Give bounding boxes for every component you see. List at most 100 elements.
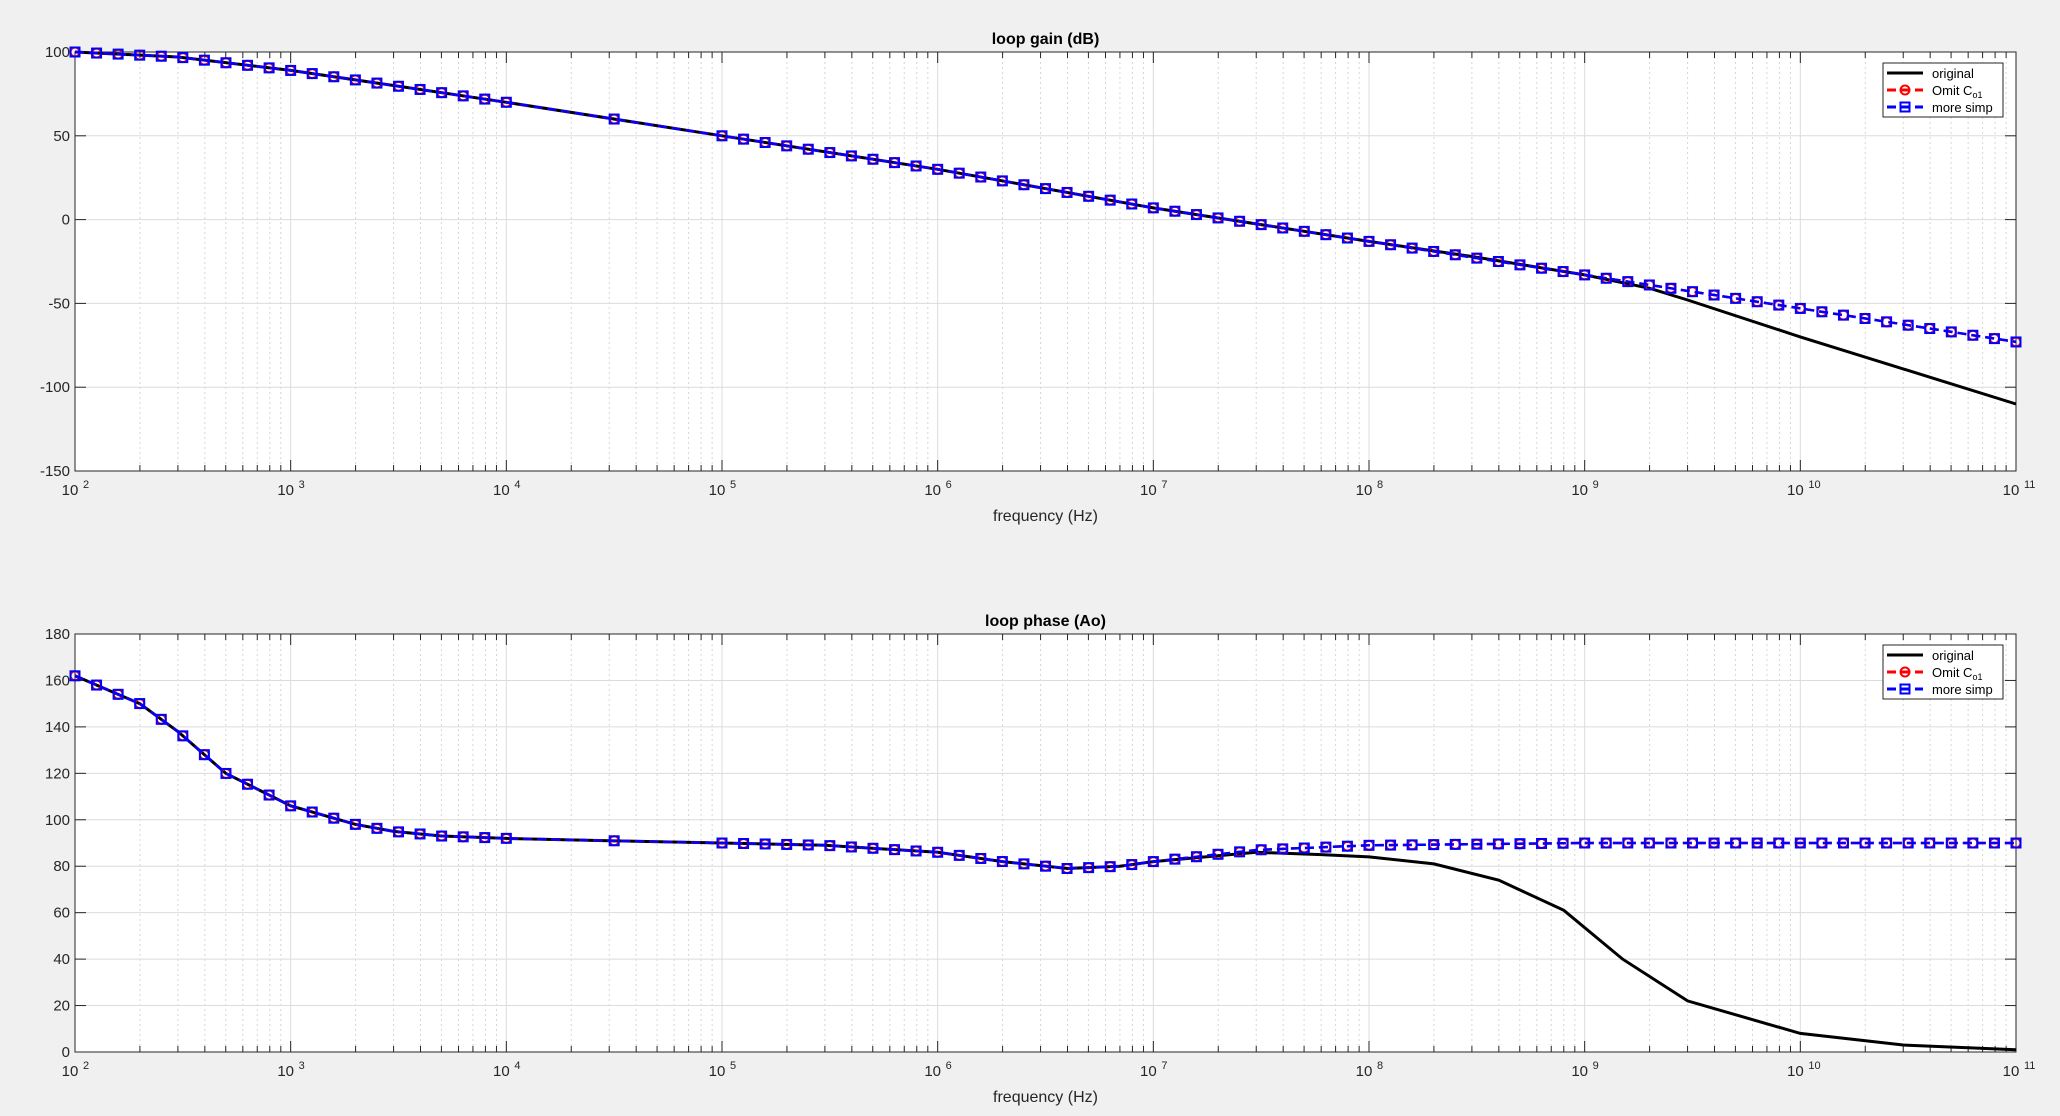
- data-point: [91, 47, 103, 59]
- axes-frame: [74, 633, 2017, 1053]
- x-tick-label: 10: [1787, 1063, 1804, 1080]
- data-point: [1234, 215, 1246, 227]
- data-point: [285, 64, 297, 76]
- chart-2: 10 2 10 3 10 4 10 5 10 6 10 7 10 8 10 9 10 10 10 11 0 20 40 60 8…: [45, 613, 2035, 1106]
- data-point: [759, 838, 771, 850]
- data-point: [1040, 860, 1051, 872]
- x-tick-label: 10: [924, 1063, 941, 1080]
- data-point: [1104, 861, 1116, 873]
- y-tick-label: -150: [40, 463, 70, 480]
- x-tick-exponent: 11: [2024, 1060, 2035, 1072]
- legend-label: Omit Co1: [1932, 665, 1982, 682]
- data-point: [1643, 279, 1655, 291]
- plot-area: [75, 52, 2016, 471]
- x-tick-exponent: 2: [83, 1060, 89, 1072]
- data-point: [1708, 837, 1720, 849]
- data-point: [1190, 209, 1202, 221]
- data-point: [932, 846, 944, 858]
- legend-label-subscript: o1: [1972, 90, 1982, 100]
- data-point: [1557, 266, 1569, 278]
- legend-label: original: [1932, 648, 1974, 663]
- x-tick-label: 10: [62, 1063, 79, 1080]
- data-point: [393, 80, 404, 92]
- data-point: [1881, 837, 1893, 849]
- data-point: [69, 670, 81, 682]
- data-point: [889, 844, 901, 856]
- data-point: [889, 157, 901, 169]
- data-point: [1406, 242, 1418, 254]
- x-tick-label: 10: [2003, 482, 2020, 499]
- data-point: [716, 130, 728, 142]
- x-tick-exponent: 6: [946, 479, 952, 491]
- data-point: [1492, 838, 1504, 850]
- data-point: [1212, 848, 1224, 860]
- y-tick-label: 100: [45, 812, 70, 829]
- x-tick-label: 10: [493, 1063, 510, 1080]
- data-point: [393, 826, 404, 838]
- data-point: [867, 842, 879, 854]
- data-point: [220, 767, 232, 779]
- x-tick-label: 10: [1787, 482, 1804, 499]
- x-tick-exponent: 3: [299, 1060, 305, 1072]
- data-point: [198, 54, 210, 66]
- data-point: [436, 87, 448, 99]
- data-point: [1751, 296, 1763, 308]
- data-point: [457, 90, 469, 102]
- data-point: [1040, 183, 1051, 195]
- data-point: [1126, 859, 1138, 871]
- x-tick-label: 10: [1140, 482, 1157, 499]
- chart-title: loop phase (Ao): [985, 613, 1106, 630]
- x-tick-label: 10: [1571, 1063, 1588, 1080]
- data-point: [1708, 289, 1720, 301]
- data-point: [996, 856, 1008, 868]
- data-point: [1773, 837, 1785, 849]
- data-point: [177, 730, 189, 742]
- x-tick-label: 10: [277, 482, 294, 499]
- data-point: [1945, 326, 1957, 338]
- data-point: [1730, 292, 1742, 304]
- data-point: [1988, 837, 2000, 849]
- data-point: [608, 113, 620, 125]
- x-tick-exponent: 10: [1808, 1060, 1820, 1072]
- data-point: [220, 57, 232, 69]
- data-point: [1665, 282, 1677, 294]
- data-point: [1579, 837, 1591, 849]
- x-tick-exponent: 2: [83, 479, 89, 491]
- data-point: [1298, 225, 1310, 237]
- data-point: [781, 838, 793, 850]
- series-line: [74, 50, 2017, 406]
- data-point: [1018, 858, 1030, 870]
- series-line: [74, 674, 2016, 870]
- data-point: [1881, 316, 1893, 328]
- data-point: [1902, 319, 1914, 331]
- data-point: [1536, 262, 1548, 274]
- data-point: [1924, 323, 1936, 335]
- data-point: [198, 749, 210, 761]
- x-tick-label: 10: [709, 1063, 726, 1080]
- data-point: [1212, 212, 1224, 224]
- data-point: [1622, 837, 1634, 849]
- data-point: [1665, 837, 1677, 849]
- x-tick-label: 10: [924, 482, 941, 499]
- data-point: [349, 74, 361, 86]
- data-point: [1061, 186, 1073, 198]
- data-point: [1988, 333, 2000, 345]
- chart-1: 10 2 10 3 10 4 10 5 10 6 10 7 10 8 10 9 10 10 10 11 -150 -100…: [40, 31, 2035, 525]
- data-point: [155, 50, 167, 62]
- data-point: [479, 832, 491, 844]
- data-point: [2010, 837, 2022, 849]
- data-point: [1600, 837, 1612, 849]
- x-tick-exponent: 7: [1161, 479, 1167, 491]
- data-point: [738, 837, 750, 849]
- data-point: [1859, 837, 1871, 849]
- data-point: [112, 688, 124, 700]
- data-point: [1967, 329, 1979, 341]
- data-point: [134, 49, 146, 61]
- data-point: [479, 93, 491, 105]
- data-point: [242, 778, 254, 790]
- data-point: [1190, 851, 1202, 863]
- data-point: [371, 822, 383, 834]
- data-point: [1967, 837, 1979, 849]
- data-point: [953, 167, 965, 179]
- data-point: [716, 837, 728, 849]
